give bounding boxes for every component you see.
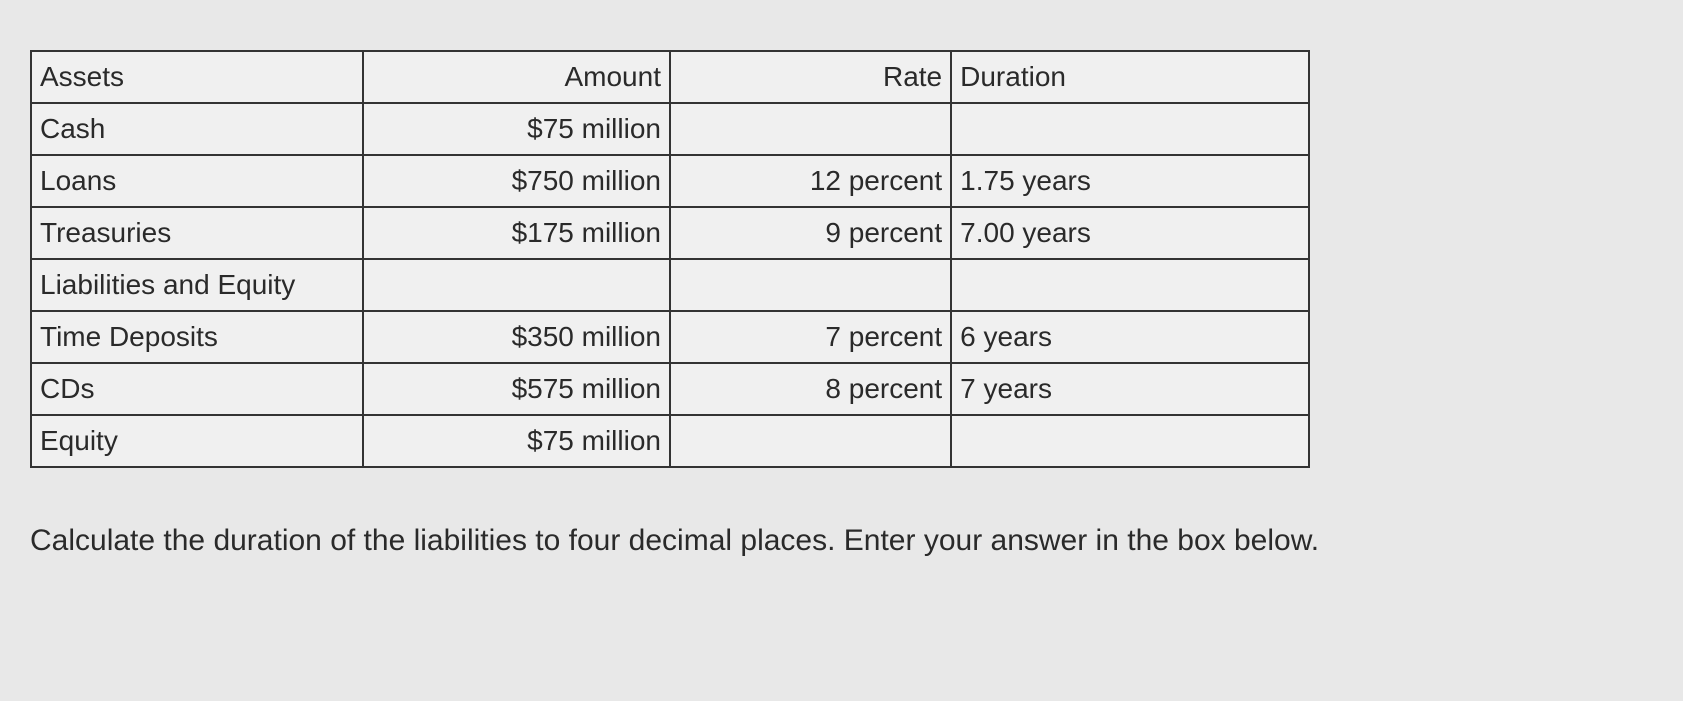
row-label: Treasuries [31,207,363,259]
row-duration: 6 years [951,311,1309,363]
content-container: Assets Amount Rate Duration Cash $75 mil… [30,50,1630,563]
row-rate: 12 percent [670,155,951,207]
question-text: Calculate the duration of the liabilitie… [30,508,1630,563]
header-rate: Rate [670,51,951,103]
row-rate [670,103,951,155]
row-duration: 7 years [951,363,1309,415]
row-amount: $750 million [363,155,670,207]
header-amount: Amount [363,51,670,103]
table-row: Equity $75 million [31,415,1309,467]
row-rate: 9 percent [670,207,951,259]
row-amount: $75 million [363,103,670,155]
row-label: Liabilities and Equity [31,259,363,311]
row-label: CDs [31,363,363,415]
row-duration [951,259,1309,311]
row-duration [951,103,1309,155]
header-assets: Assets [31,51,363,103]
row-rate [670,259,951,311]
balance-sheet-table: Assets Amount Rate Duration Cash $75 mil… [30,50,1310,468]
row-amount: $175 million [363,207,670,259]
row-duration: 7.00 years [951,207,1309,259]
table-row: Treasuries $175 million 9 percent 7.00 y… [31,207,1309,259]
row-duration: 1.75 years [951,155,1309,207]
table-row: Cash $75 million [31,103,1309,155]
row-rate: 8 percent [670,363,951,415]
row-amount [363,259,670,311]
row-rate: 7 percent [670,311,951,363]
row-label: Equity [31,415,363,467]
row-label: Cash [31,103,363,155]
table-row: CDs $575 million 8 percent 7 years [31,363,1309,415]
row-label: Loans [31,155,363,207]
row-duration [951,415,1309,467]
table-header-row: Assets Amount Rate Duration [31,51,1309,103]
table-row: Time Deposits $350 million 7 percent 6 y… [31,311,1309,363]
row-rate [670,415,951,467]
table-row: Liabilities and Equity [31,259,1309,311]
row-amount: $75 million [363,415,670,467]
row-amount: $350 million [363,311,670,363]
header-duration: Duration [951,51,1309,103]
row-amount: $575 million [363,363,670,415]
table-row: Loans $750 million 12 percent 1.75 years [31,155,1309,207]
row-label: Time Deposits [31,311,363,363]
